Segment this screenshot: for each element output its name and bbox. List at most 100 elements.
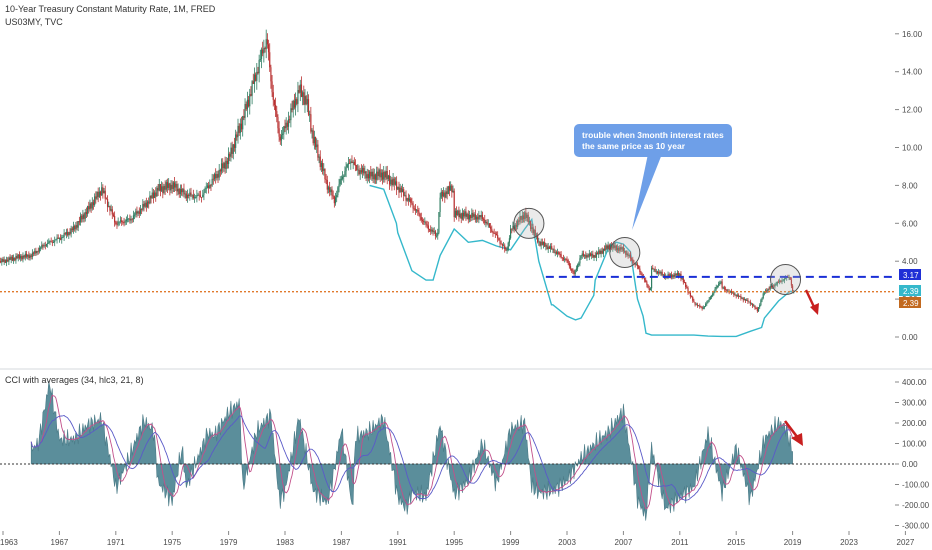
price-candle-body bbox=[185, 193, 187, 199]
price-candle-body bbox=[667, 274, 669, 278]
price-candle-body bbox=[396, 181, 398, 190]
price-candle-body bbox=[459, 213, 461, 217]
price-candle-body bbox=[361, 167, 364, 173]
price-candle-body bbox=[129, 218, 131, 221]
price-candle-body bbox=[181, 188, 183, 193]
price-candle-body bbox=[581, 253, 583, 256]
price-candle-body bbox=[622, 247, 624, 252]
price-candle-body bbox=[390, 179, 392, 185]
down-arrow-lower-shaft bbox=[783, 420, 800, 439]
price-candle-body bbox=[519, 215, 521, 222]
price-candle-body bbox=[367, 174, 370, 179]
price-candle-body bbox=[448, 186, 451, 191]
price-candle-body bbox=[572, 270, 574, 272]
price-candle-body bbox=[82, 214, 84, 220]
price-candle-body bbox=[776, 281, 778, 285]
price-candle-body bbox=[177, 188, 179, 192]
price-candle-body bbox=[720, 281, 722, 283]
price-candle-body bbox=[549, 246, 552, 249]
price-candle-body bbox=[118, 221, 120, 223]
price-candle-body bbox=[432, 229, 434, 232]
badge-tnx-orange-text: 2.39 bbox=[903, 299, 919, 308]
price-candle-body bbox=[598, 250, 600, 255]
price-candle-body bbox=[500, 243, 502, 245]
price-candle-body bbox=[675, 273, 677, 276]
price-candle-body bbox=[27, 254, 29, 257]
y-tick-label: 6.00 bbox=[902, 219, 918, 228]
price-candle-body bbox=[289, 119, 291, 121]
price-candle-body bbox=[247, 99, 250, 107]
price-candle-body bbox=[547, 246, 549, 250]
price-candle-body bbox=[195, 197, 197, 199]
us03my-line-group bbox=[369, 184, 793, 338]
x-tick-label: 2019 bbox=[784, 538, 802, 547]
price-candle-body bbox=[246, 99, 248, 110]
price-candle-body bbox=[730, 291, 733, 293]
y-axis-lower: -300.00 -200.00 -100.00 0.00 100.00 200.00 300… bbox=[895, 378, 930, 531]
price-candle-body bbox=[658, 271, 660, 274]
price-candle-body bbox=[473, 214, 475, 217]
price-candle-body bbox=[562, 257, 565, 260]
price-candle-body bbox=[410, 198, 412, 203]
price-candle-body bbox=[334, 197, 337, 204]
price-candle-body bbox=[349, 162, 351, 164]
cci-area-group bbox=[30, 381, 794, 521]
price-candle-body bbox=[604, 248, 606, 251]
price-candle-body bbox=[249, 94, 251, 107]
price-candle-body bbox=[233, 144, 236, 148]
price-candle-body bbox=[495, 233, 498, 236]
price-candle-body bbox=[49, 241, 51, 243]
price-candle-body bbox=[605, 245, 607, 251]
x-tick-label: 1971 bbox=[107, 538, 125, 547]
x-tick-label: 2027 bbox=[897, 538, 915, 547]
price-candle-body bbox=[110, 209, 112, 211]
price-candle-body bbox=[41, 245, 43, 248]
price-candle-body bbox=[344, 171, 346, 176]
price-candle-body bbox=[385, 170, 387, 178]
price-candle-body bbox=[220, 163, 223, 172]
price-candle-body bbox=[641, 274, 643, 277]
price-candle-body bbox=[125, 219, 127, 222]
price-candle-body bbox=[762, 293, 764, 299]
price-candle-body bbox=[303, 92, 305, 105]
price-candle-body bbox=[539, 241, 541, 246]
x-tick-label: 1991 bbox=[389, 538, 407, 547]
price-candle-body bbox=[702, 307, 704, 309]
price-candle-body bbox=[270, 67, 272, 82]
price-candle-body bbox=[643, 278, 646, 280]
price-candle-body bbox=[332, 195, 334, 197]
price-candle-body bbox=[72, 226, 75, 231]
price-candle-body bbox=[745, 299, 747, 301]
price-candle-body bbox=[305, 96, 307, 105]
price-candle-body bbox=[502, 245, 505, 247]
price-candle-body bbox=[682, 278, 684, 283]
price-candle-body bbox=[779, 280, 781, 282]
price-candle-body bbox=[34, 250, 36, 254]
price-candle-body bbox=[542, 241, 545, 245]
price-candle-body bbox=[371, 171, 373, 177]
price-candle-body bbox=[252, 81, 254, 84]
highlight-circles bbox=[513, 207, 802, 295]
us03my-line bbox=[369, 184, 793, 338]
price-candle-body bbox=[165, 182, 167, 190]
price-candle-body bbox=[350, 161, 352, 164]
price-candle-body bbox=[343, 175, 345, 177]
price-candle-body bbox=[7, 259, 9, 262]
price-candle-body bbox=[479, 215, 481, 218]
price-candle-body bbox=[124, 221, 126, 223]
price-candle-body bbox=[522, 215, 525, 220]
price-candle-body bbox=[515, 224, 518, 227]
price-candle-body bbox=[304, 96, 306, 105]
price-candle-body bbox=[633, 262, 635, 264]
price-candle-body bbox=[532, 227, 534, 233]
price-candle-body bbox=[545, 245, 547, 247]
price-candle-body bbox=[616, 247, 619, 251]
price-candle-body bbox=[37, 250, 39, 252]
price-candle-body bbox=[714, 288, 716, 292]
price-candle-body bbox=[537, 234, 539, 243]
price-candle-body bbox=[559, 254, 561, 255]
price-candle-body bbox=[594, 255, 596, 258]
y-tick-label: 12.00 bbox=[902, 106, 923, 115]
price-candle-body bbox=[266, 39, 268, 45]
price-candle-body bbox=[242, 116, 244, 130]
